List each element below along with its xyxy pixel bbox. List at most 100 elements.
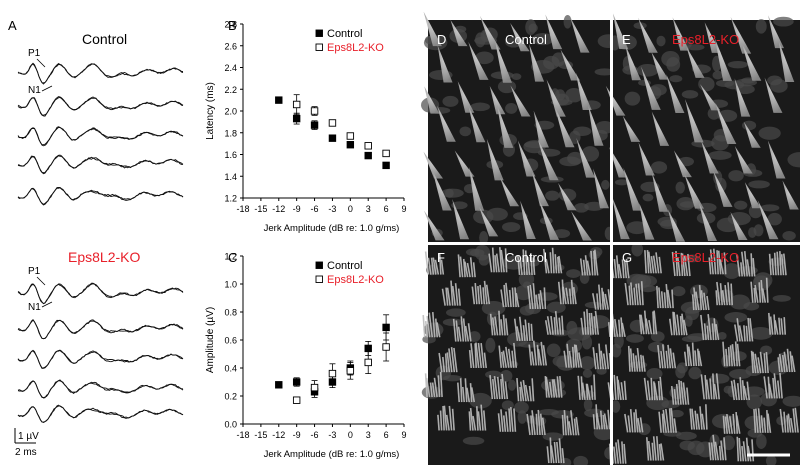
stereocilium — [522, 380, 527, 402]
tissue-texture — [626, 334, 644, 343]
stereocilium — [462, 386, 466, 403]
stereocilium — [634, 409, 639, 433]
stereocilium — [640, 354, 644, 372]
point-control — [310, 121, 319, 129]
stereocilium — [529, 284, 534, 310]
stereocilium — [691, 408, 696, 430]
stereocilium — [530, 415, 534, 436]
stereocilium — [782, 253, 787, 276]
stereocilium — [546, 316, 552, 335]
stereocilium — [743, 385, 748, 401]
stereocilium — [462, 258, 466, 278]
stereocilium — [704, 375, 708, 400]
stereocilium — [701, 413, 706, 430]
stereocilium — [730, 16, 752, 54]
stereocilium — [786, 415, 789, 433]
micrograph-d — [421, 11, 620, 245]
point-control — [382, 323, 390, 332]
tissue-texture — [767, 75, 783, 86]
stereocilium — [712, 434, 717, 461]
stereocilium — [715, 102, 737, 145]
stereocilium — [637, 283, 642, 306]
stereocilium — [428, 312, 434, 338]
stereocilium — [621, 322, 626, 338]
stereocilium — [522, 325, 526, 342]
stereocilium — [439, 410, 443, 431]
stereocilium — [545, 376, 551, 398]
stereocilium — [765, 277, 769, 303]
stereocilium — [568, 421, 572, 436]
stereocilium — [601, 287, 605, 310]
stereocilium — [431, 382, 436, 398]
stereocilium — [545, 258, 550, 274]
stereocilium — [725, 348, 728, 367]
stereocilium — [459, 378, 463, 403]
x-tick-label: -6 — [311, 430, 319, 440]
tissue-texture — [583, 398, 593, 412]
stereocilium — [454, 150, 475, 177]
stereocilium — [672, 311, 676, 336]
stereocilium — [561, 448, 565, 464]
x-tick-label: 9 — [401, 430, 406, 440]
stereocilium — [496, 104, 514, 148]
tissue-texture — [588, 315, 610, 329]
stereocilium — [622, 115, 641, 142]
stereocilium — [602, 353, 607, 370]
stereocilium — [645, 437, 650, 461]
stereocilium — [519, 381, 525, 402]
stereocilium — [540, 341, 545, 366]
stereocilium — [588, 312, 592, 335]
abr-trace — [17, 405, 184, 424]
stereocilium — [498, 310, 501, 336]
micrograph-d-title: Control — [505, 32, 547, 47]
tissue-texture — [729, 294, 751, 310]
abr-trace — [17, 283, 184, 305]
stereocilium — [429, 382, 433, 398]
tissue-texture — [485, 337, 496, 353]
tissue-texture — [566, 269, 581, 278]
stereocilium — [477, 411, 482, 431]
tissue-texture — [553, 229, 571, 239]
stereocilium — [444, 353, 448, 373]
stereocilium — [450, 347, 456, 373]
stereocilium — [686, 46, 705, 78]
stereocilium — [643, 377, 649, 401]
stereocilium — [535, 294, 539, 310]
stereocilium — [513, 318, 519, 342]
tissue-texture — [582, 369, 593, 378]
x-tick-label: 6 — [384, 430, 389, 440]
stereocilium — [633, 287, 637, 306]
tissue-texture — [442, 95, 459, 107]
stereocilium — [596, 412, 601, 430]
stereocilium — [648, 319, 653, 335]
point-control — [275, 381, 283, 389]
stereocilium — [538, 199, 560, 240]
stereocilium — [620, 317, 624, 337]
stereocilium — [714, 38, 733, 81]
y-axis-title-b: Latency (ms) — [205, 82, 216, 140]
stereocilium — [732, 413, 736, 434]
stereocilium — [659, 376, 664, 401]
stereocilium — [719, 283, 723, 306]
tissue-texture — [470, 248, 485, 257]
n1-pointer-control — [41, 85, 53, 92]
tissue-texture — [481, 300, 506, 316]
stereocilium — [581, 382, 586, 400]
stereocilium — [787, 413, 792, 433]
stereocilium — [448, 405, 453, 431]
abr-trace — [17, 187, 184, 205]
stereocilium — [494, 255, 498, 273]
stereocilium — [768, 253, 772, 276]
stereocilium — [658, 256, 662, 274]
stereocilium — [633, 412, 636, 433]
tissue-texture — [565, 338, 582, 353]
stereocilium — [623, 167, 642, 211]
stereocilium — [759, 351, 764, 374]
stereocilium — [592, 347, 597, 370]
stereocilium — [469, 257, 474, 278]
peak-label-p1-control: P1 — [28, 48, 41, 59]
stereocilium — [710, 442, 715, 461]
stereocilium — [595, 352, 600, 370]
stereocilium — [750, 281, 754, 303]
stereocilium — [563, 410, 567, 436]
